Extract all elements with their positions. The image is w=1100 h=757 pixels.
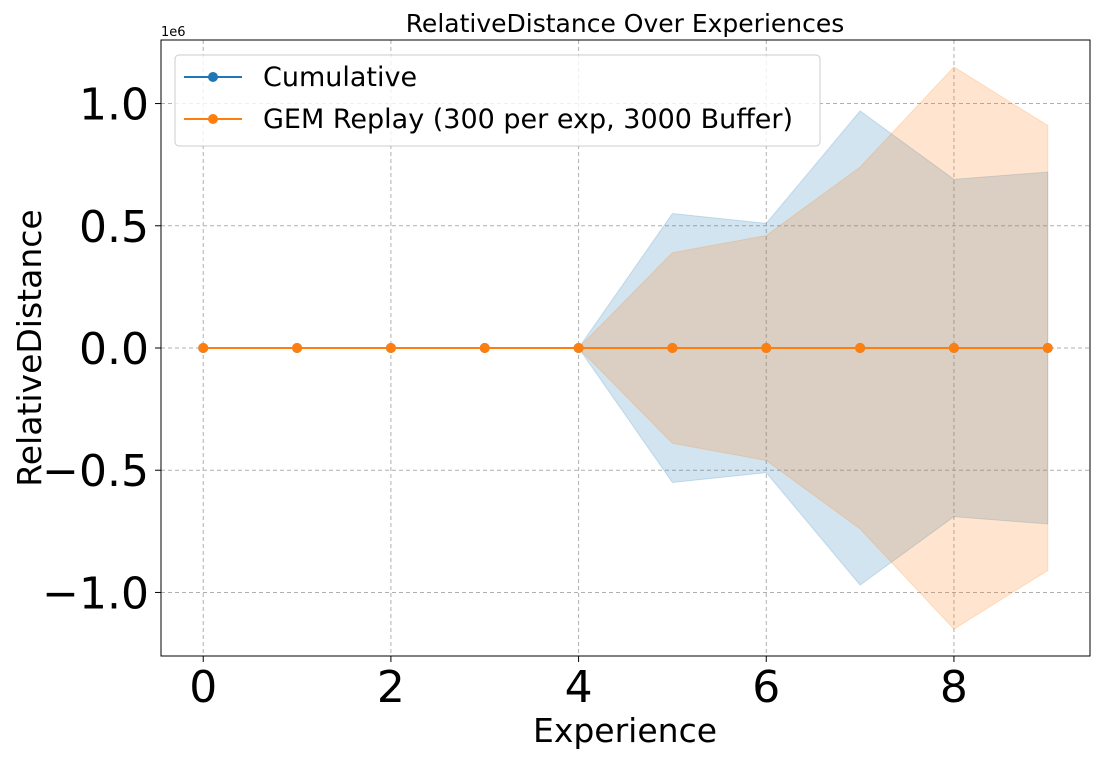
data-point	[855, 343, 866, 353]
data-point	[667, 343, 678, 353]
x-tick-label: 4	[565, 662, 593, 713]
x-axis-label: Experience	[533, 711, 717, 750]
y-tick-label: 0.5	[79, 202, 149, 253]
data-point	[1042, 343, 1053, 353]
legend-marker-gem-replay	[208, 114, 218, 124]
y-tick-label: −1.0	[42, 568, 149, 619]
legend-label-cumulative: Cumulative	[263, 62, 417, 93]
y-axis-label: RelativeDistance	[10, 209, 49, 486]
data-point	[198, 343, 209, 353]
y-offset-label: 1e6	[161, 25, 186, 40]
series-lines	[198, 343, 1053, 353]
data-point	[292, 343, 303, 353]
data-point	[761, 343, 772, 353]
data-point	[573, 343, 584, 353]
legend: Cumulative GEM Replay (300 per exp, 3000…	[174, 54, 821, 147]
y-tick-label: 1.0	[79, 80, 149, 131]
legend-box	[174, 54, 821, 147]
y-tick-label: −0.5	[42, 446, 149, 497]
x-tick-label: 2	[377, 662, 405, 713]
data-point	[479, 343, 490, 353]
axis-ticks: 0 2 4 6 8 −1.0 −0.5 0.0 0.5 1.0	[42, 80, 968, 713]
x-tick-label: 8	[940, 662, 968, 713]
legend-marker-cumulative	[208, 72, 218, 82]
chart-title: RelativeDistance Over Experiences	[406, 9, 845, 38]
data-point	[948, 343, 959, 353]
x-tick-label: 6	[752, 662, 780, 713]
x-tick-label: 0	[189, 662, 217, 713]
y-tick-label: 0.0	[79, 324, 149, 375]
data-point	[385, 343, 396, 353]
legend-label-gem-replay: GEM Replay (300 per exp, 3000 Buffer)	[263, 104, 793, 135]
